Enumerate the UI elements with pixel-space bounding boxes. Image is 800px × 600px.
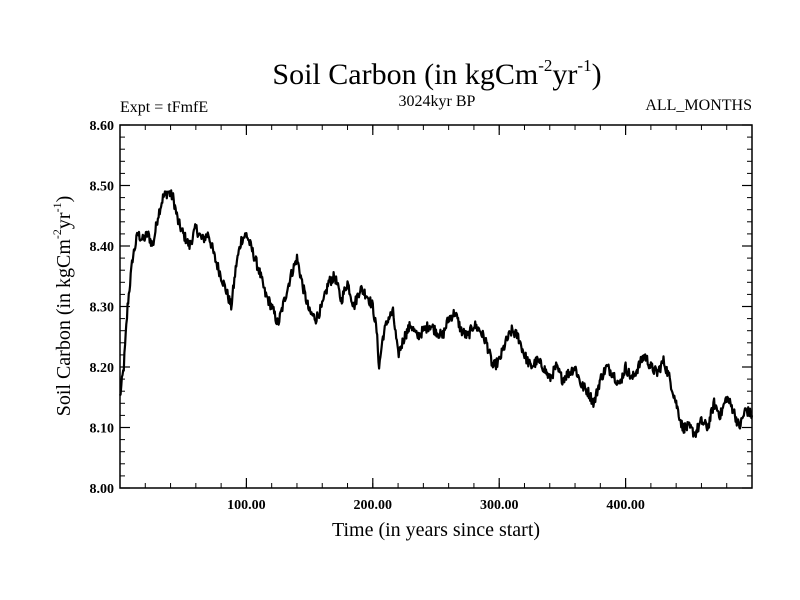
soil-carbon-series-line — [119, 189, 754, 438]
y-axis-ticks: 8.00 8.10 8.20 8.30 8.40 8.50 8.60 — [90, 119, 752, 497]
chart-title: Soil Carbon (in kgCm-2yr-1) — [272, 56, 601, 91]
y-tick-label: 8.40 — [90, 240, 115, 255]
x-tick-label: 300.00 — [480, 498, 519, 513]
y-tick-label: 8.50 — [90, 180, 115, 195]
x-tick-label: 200.00 — [354, 498, 393, 513]
y-axis-label: Soil Carbon (in kgCm-2yr-1) — [50, 196, 75, 417]
x-axis-ticks: 100.00 200.00 300.00 400.00 — [144, 125, 728, 513]
x-tick-label: 100.00 — [227, 498, 266, 513]
x-axis-label: Time (in years since start) — [332, 519, 540, 541]
plot-frame — [119, 124, 753, 489]
subtitle-label: 3024kyr BP — [399, 93, 476, 110]
y-tick-label: 8.60 — [90, 119, 115, 134]
y-tick-label: 8.30 — [90, 301, 115, 316]
y-tick-label: 8.00 — [90, 482, 115, 497]
period-label: ALL_MONTHS — [645, 97, 752, 114]
experiment-label: Expt = tFmfE — [120, 99, 208, 116]
y-tick-label: 8.20 — [90, 361, 115, 376]
y-tick-label: 8.10 — [90, 422, 115, 437]
x-tick-label: 400.00 — [606, 498, 645, 513]
